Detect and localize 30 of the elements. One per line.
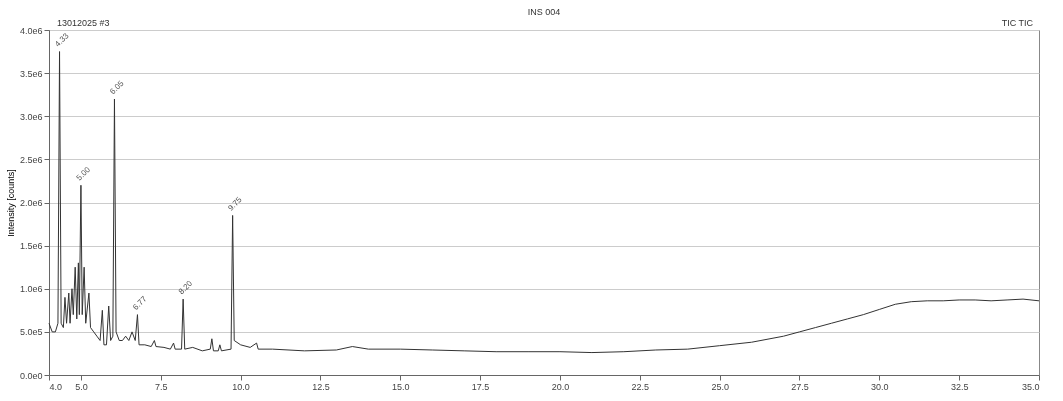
y-tick-label: 0.0e0 <box>19 370 43 381</box>
x-tick-label: 5.0 <box>75 381 88 392</box>
y-tick-label: 1.5e6 <box>19 241 43 252</box>
x-tick-label: 10.0 <box>232 381 250 392</box>
annotation: 8.20 <box>176 278 195 297</box>
y-axis-title: Intensity [counts] <box>5 169 16 237</box>
text: 13012025 #3 <box>57 18 110 28</box>
x-tick-label: 35.0 <box>1021 381 1040 392</box>
x-tick-label: 20.0 <box>551 381 570 392</box>
annotation: 4.33 <box>53 30 71 49</box>
x-tick-label: 7.5 <box>155 381 168 392</box>
x-tick-label: 27.5 <box>791 381 809 392</box>
y-tick-label: 4.0e6 <box>19 25 43 36</box>
y-tick-label: 2.5e6 <box>19 154 43 165</box>
y-tick-label: 1.0e6 <box>19 284 43 295</box>
x-tick-label: 12.5 <box>312 381 330 392</box>
x-tick-label: 15.0 <box>392 381 410 392</box>
line-series <box>48 51 1040 354</box>
text: TIC TIC <box>1001 18 1034 28</box>
y-tick-label: 5.0e5 <box>19 327 43 338</box>
x-tick-label: 17.5 <box>471 381 490 392</box>
x-tick-label: 32.5 <box>950 381 969 392</box>
y-tick-label: 3.0e6 <box>19 111 43 122</box>
x-tick-label: 22.5 <box>631 381 650 392</box>
chart-title: INS 004 <box>527 7 561 17</box>
y-tick-label: 2.0e6 <box>19 198 43 208</box>
y-tick-label: 3.5e6 <box>19 68 43 79</box>
x-tick-label: 30.0 <box>871 381 889 392</box>
x-tick-label: 4.0 <box>49 381 63 392</box>
x-tick-label: 25.0 <box>711 381 729 392</box>
